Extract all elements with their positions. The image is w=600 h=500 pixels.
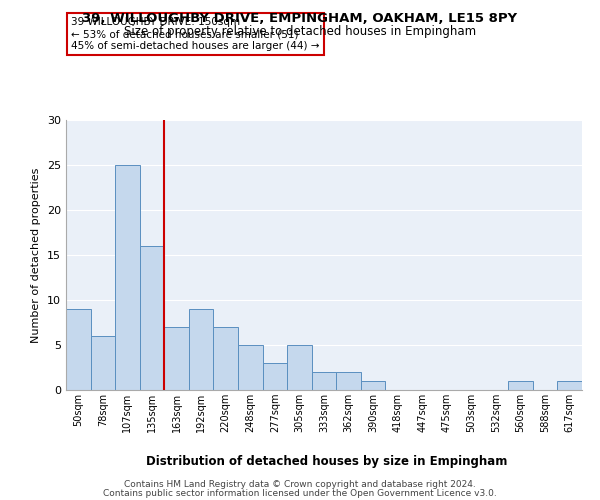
Bar <box>140 246 164 390</box>
Text: Distribution of detached houses by size in Empingham: Distribution of detached houses by size … <box>146 454 508 468</box>
Bar <box>263 363 287 390</box>
Bar <box>189 309 214 390</box>
Text: Contains HM Land Registry data © Crown copyright and database right 2024.: Contains HM Land Registry data © Crown c… <box>124 480 476 489</box>
Bar <box>214 327 238 390</box>
Bar <box>115 165 140 390</box>
Bar <box>557 381 582 390</box>
Bar <box>312 372 336 390</box>
Bar <box>336 372 361 390</box>
Text: Size of property relative to detached houses in Empingham: Size of property relative to detached ho… <box>124 25 476 38</box>
Bar <box>91 336 115 390</box>
Bar <box>508 381 533 390</box>
Y-axis label: Number of detached properties: Number of detached properties <box>31 168 41 342</box>
Bar <box>66 309 91 390</box>
Text: 39 WILLOUGHBY DRIVE: 150sqm
← 53% of detached houses are smaller (51)
45% of sem: 39 WILLOUGHBY DRIVE: 150sqm ← 53% of det… <box>71 18 320 50</box>
Bar <box>361 381 385 390</box>
Text: 39, WILLOUGHBY DRIVE, EMPINGHAM, OAKHAM, LE15 8PY: 39, WILLOUGHBY DRIVE, EMPINGHAM, OAKHAM,… <box>82 12 518 26</box>
Bar <box>238 345 263 390</box>
Bar <box>287 345 312 390</box>
Text: Contains public sector information licensed under the Open Government Licence v3: Contains public sector information licen… <box>103 488 497 498</box>
Bar <box>164 327 189 390</box>
